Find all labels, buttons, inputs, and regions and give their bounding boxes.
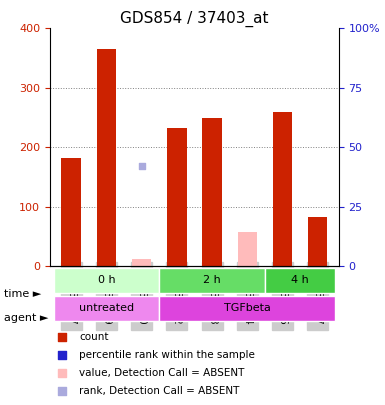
Point bbox=[296, 303, 303, 309]
Text: time ►: time ► bbox=[4, 289, 41, 298]
Bar bbox=[132, 259, 151, 266]
Point bbox=[139, 163, 145, 170]
FancyBboxPatch shape bbox=[54, 268, 159, 293]
Text: 4 h: 4 h bbox=[291, 275, 309, 285]
Title: GDS854 / 37403_at: GDS854 / 37403_at bbox=[120, 11, 269, 27]
Text: TGFbeta: TGFbeta bbox=[224, 303, 271, 313]
FancyBboxPatch shape bbox=[159, 296, 335, 321]
Bar bbox=[308, 217, 327, 266]
Text: percentile rank within the sample: percentile rank within the sample bbox=[79, 350, 255, 360]
Bar bbox=[167, 128, 186, 266]
Text: 2 h: 2 h bbox=[203, 275, 221, 285]
Text: value, Detection Call = ABSENT: value, Detection Call = ABSENT bbox=[79, 368, 244, 378]
Text: rank, Detection Call = ABSENT: rank, Detection Call = ABSENT bbox=[79, 386, 239, 396]
Bar bbox=[97, 49, 116, 266]
Text: 0 h: 0 h bbox=[97, 275, 115, 285]
FancyBboxPatch shape bbox=[54, 296, 159, 321]
Text: count: count bbox=[79, 333, 109, 343]
Point bbox=[296, 141, 303, 147]
Bar bbox=[62, 158, 81, 266]
FancyBboxPatch shape bbox=[265, 268, 335, 293]
Text: agent ►: agent ► bbox=[4, 313, 48, 323]
Bar bbox=[273, 111, 292, 266]
FancyBboxPatch shape bbox=[159, 268, 265, 293]
Bar bbox=[203, 117, 222, 266]
Bar bbox=[238, 232, 257, 266]
Text: untreated: untreated bbox=[79, 303, 134, 313]
